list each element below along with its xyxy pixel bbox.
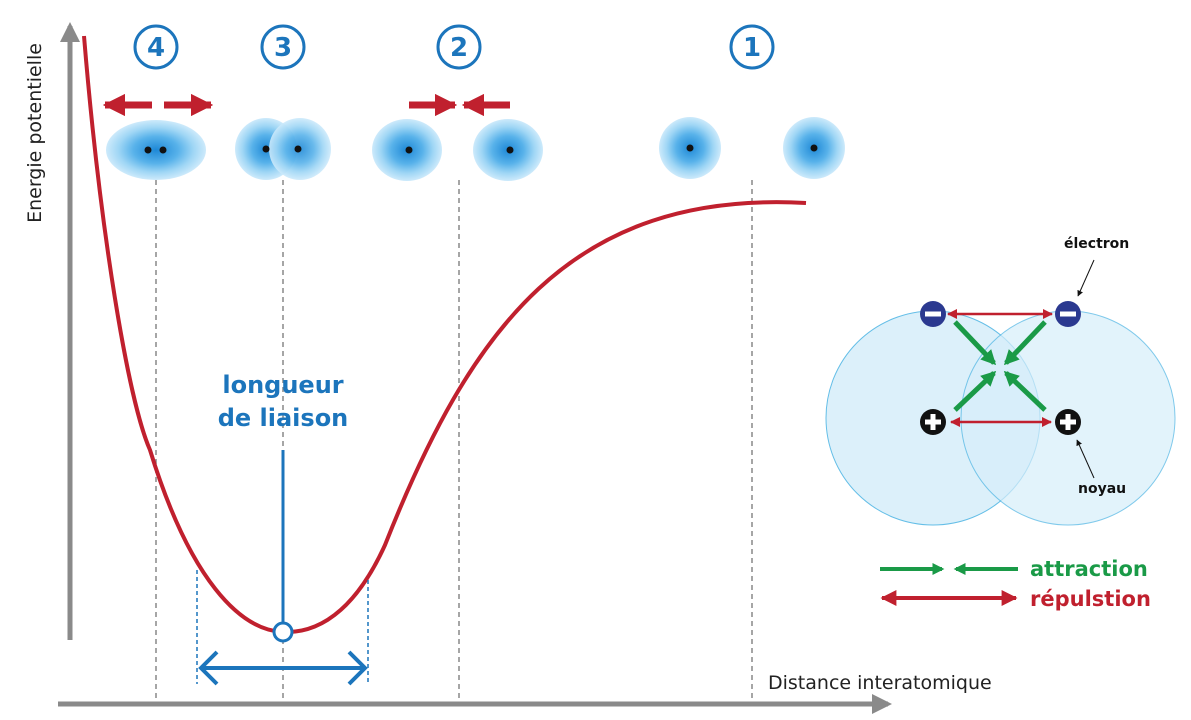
nucleus-dot [686,144,694,152]
atom-interaction-detail: électron noyau [825,236,1176,526]
step-1-atoms [659,117,845,179]
step-markers: 4 3 2 1 [133,24,775,70]
step-2-marker: 2 [436,24,482,70]
step-3-number: 3 [274,33,292,63]
step-4-atoms [106,120,206,180]
nucleus-dot [159,146,167,154]
electron-label: électron [1064,236,1129,252]
step-1-number: 1 [743,33,761,63]
legend-attraction-label: attraction [1030,557,1148,581]
step-4-number: 4 [147,33,165,63]
bond-arrow-right-head [347,650,368,686]
nucleus-dot [405,146,413,154]
electron-right-icon [1055,301,1081,327]
electron-pointer [1077,259,1095,297]
nucleus-left-icon [920,409,946,435]
bond-length-label-line1: longueur [222,371,343,399]
nucleus-right-icon [1055,409,1081,435]
step-2-atoms [372,119,543,181]
step-3-atoms [235,118,331,180]
nucleus-dot [294,145,302,153]
x-axis-label: Distance interatomique [768,672,992,694]
distance-guides [155,180,753,700]
bond-length-label-line2: de liaison [218,404,349,432]
bond-length-indicator: longueur de liaison [196,371,369,686]
y-axis-label: Energie potentielle [24,43,46,223]
legend-repulsion-label: répulstion [1030,587,1151,611]
energy-minimum-point [272,621,294,643]
nucleus-pointer [1076,439,1095,479]
step-3-marker: 3 [260,24,306,70]
nucleus-label: noyau [1078,481,1126,497]
nucleus-dot [144,146,152,154]
legend: attraction répulstion [880,557,1151,611]
bond-arrow-left-head [198,650,219,686]
step-1-marker: 1 [729,24,775,70]
nucleus-dot [810,144,818,152]
electron-left-icon [920,301,946,327]
step-4-marker: 4 [133,24,179,70]
step-2-number: 2 [450,33,468,63]
nucleus-dot [506,146,514,154]
attraction-arrows [953,320,1047,412]
nucleus-dot [262,145,270,153]
